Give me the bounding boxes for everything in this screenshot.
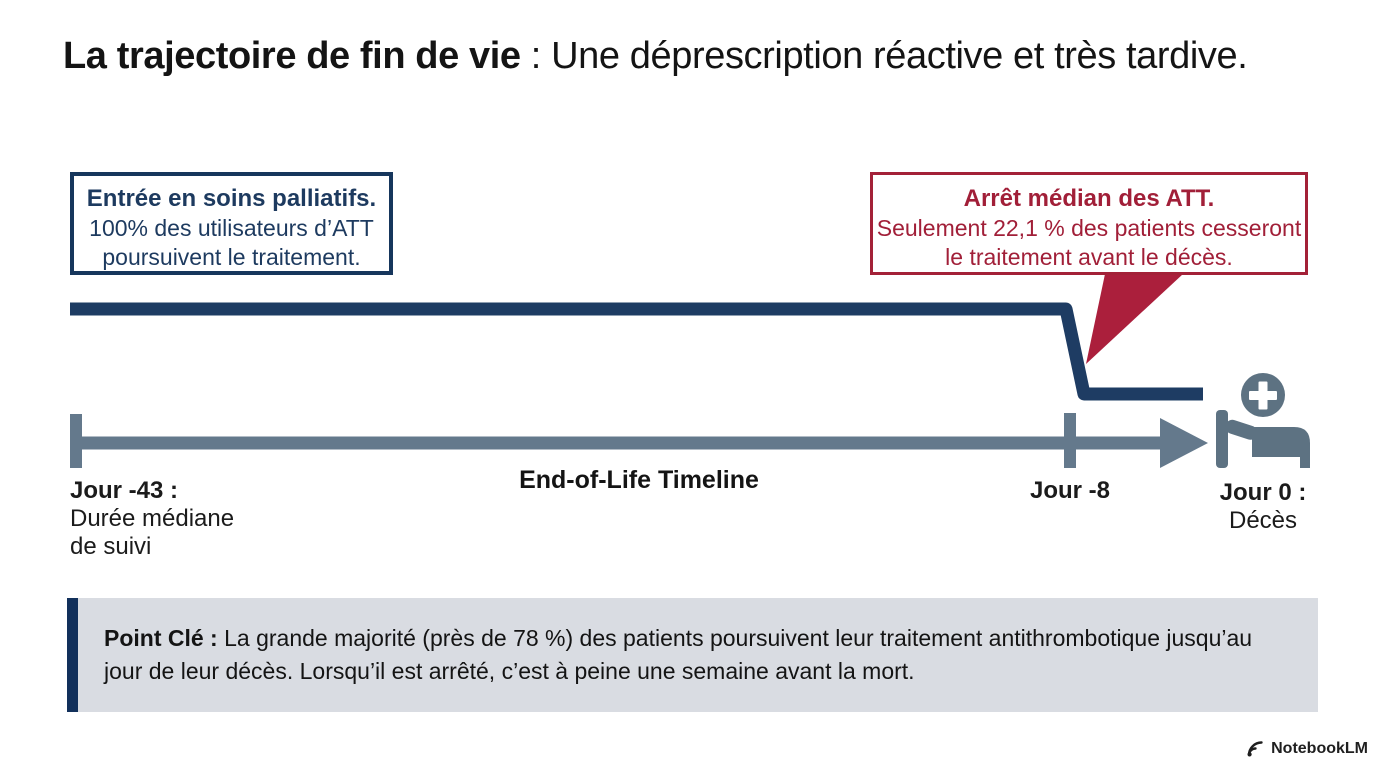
label-day-minus-43: Jour -43 : Durée médiane de suivi [70,477,234,561]
label-day-0: Jour 0 : Décès [1220,479,1307,535]
medical-cross-icon [1249,381,1277,410]
callout-att-stop-heading: Arrêt médian des ATT. [963,185,1215,212]
callout-palliative-care: Entrée en soins palliatifs. 100% des uti… [70,172,393,275]
label-day-minus-43-line2: Durée médiane [70,505,235,532]
bed-mattress [1252,427,1310,457]
key-point-label: Point Clé : [104,625,218,651]
notebooklm-icon [1247,741,1263,757]
timeline-stop-tick [1064,413,1076,468]
notebooklm-wordmark: NotebookLM [1271,740,1368,757]
page-title: La trajectoire de fin de vie : Une dépre… [63,34,1321,79]
bed-pillow [1225,419,1258,440]
label-day-minus-8: Jour -8 [1029,477,1111,504]
timeline-arrowhead-icon [1160,418,1208,468]
callout-pointer-triangle [1086,274,1183,364]
label-day-minus-43-line3: de suivi [70,533,152,560]
label-day-0-title: Jour 0 : [1219,479,1307,506]
key-point-text: Point Clé : La grande majorité (près de … [104,622,1294,688]
callout-att-stop-body-line1: Seulement 22,1 % des patients cesseront [876,215,1302,241]
callout-att-stop: Arrêt médian des ATT. Seulement 22,1 % d… [870,172,1308,275]
key-point-box: Point Clé : La grande majorité (près de … [67,598,1318,712]
key-point-body: La grande majorité (près de 78 %) des pa… [104,625,1253,684]
treatment-step-line [70,302,1203,401]
label-day-0-line2: Décès [1228,507,1298,534]
page-title-emphasis: La trajectoire de fin de vie [63,35,521,77]
timeline-start-tick [70,414,82,468]
notebooklm-logo: NotebookLM [1246,740,1368,758]
callout-palliative-heading: Entrée en soins palliatifs. [86,185,377,212]
timeline-axis-title: End-of-Life Timeline [519,466,759,494]
hospital-bed-with-cross-icon [1216,373,1310,468]
bed-headboard [1216,410,1228,468]
label-day-minus-43-title: Jour -43 : [70,477,179,504]
callout-att-stop-body-line2: le traitement avant le décès. [945,244,1233,270]
callout-palliative-body-line1: 100% des utilisateurs d’ATT [89,215,374,241]
callout-palliative-body-line2: poursuivent le traitement. [102,244,361,270]
bed-leg [1300,457,1310,468]
page-title-rest: : Une déprescription réactive et très ta… [520,35,1248,77]
